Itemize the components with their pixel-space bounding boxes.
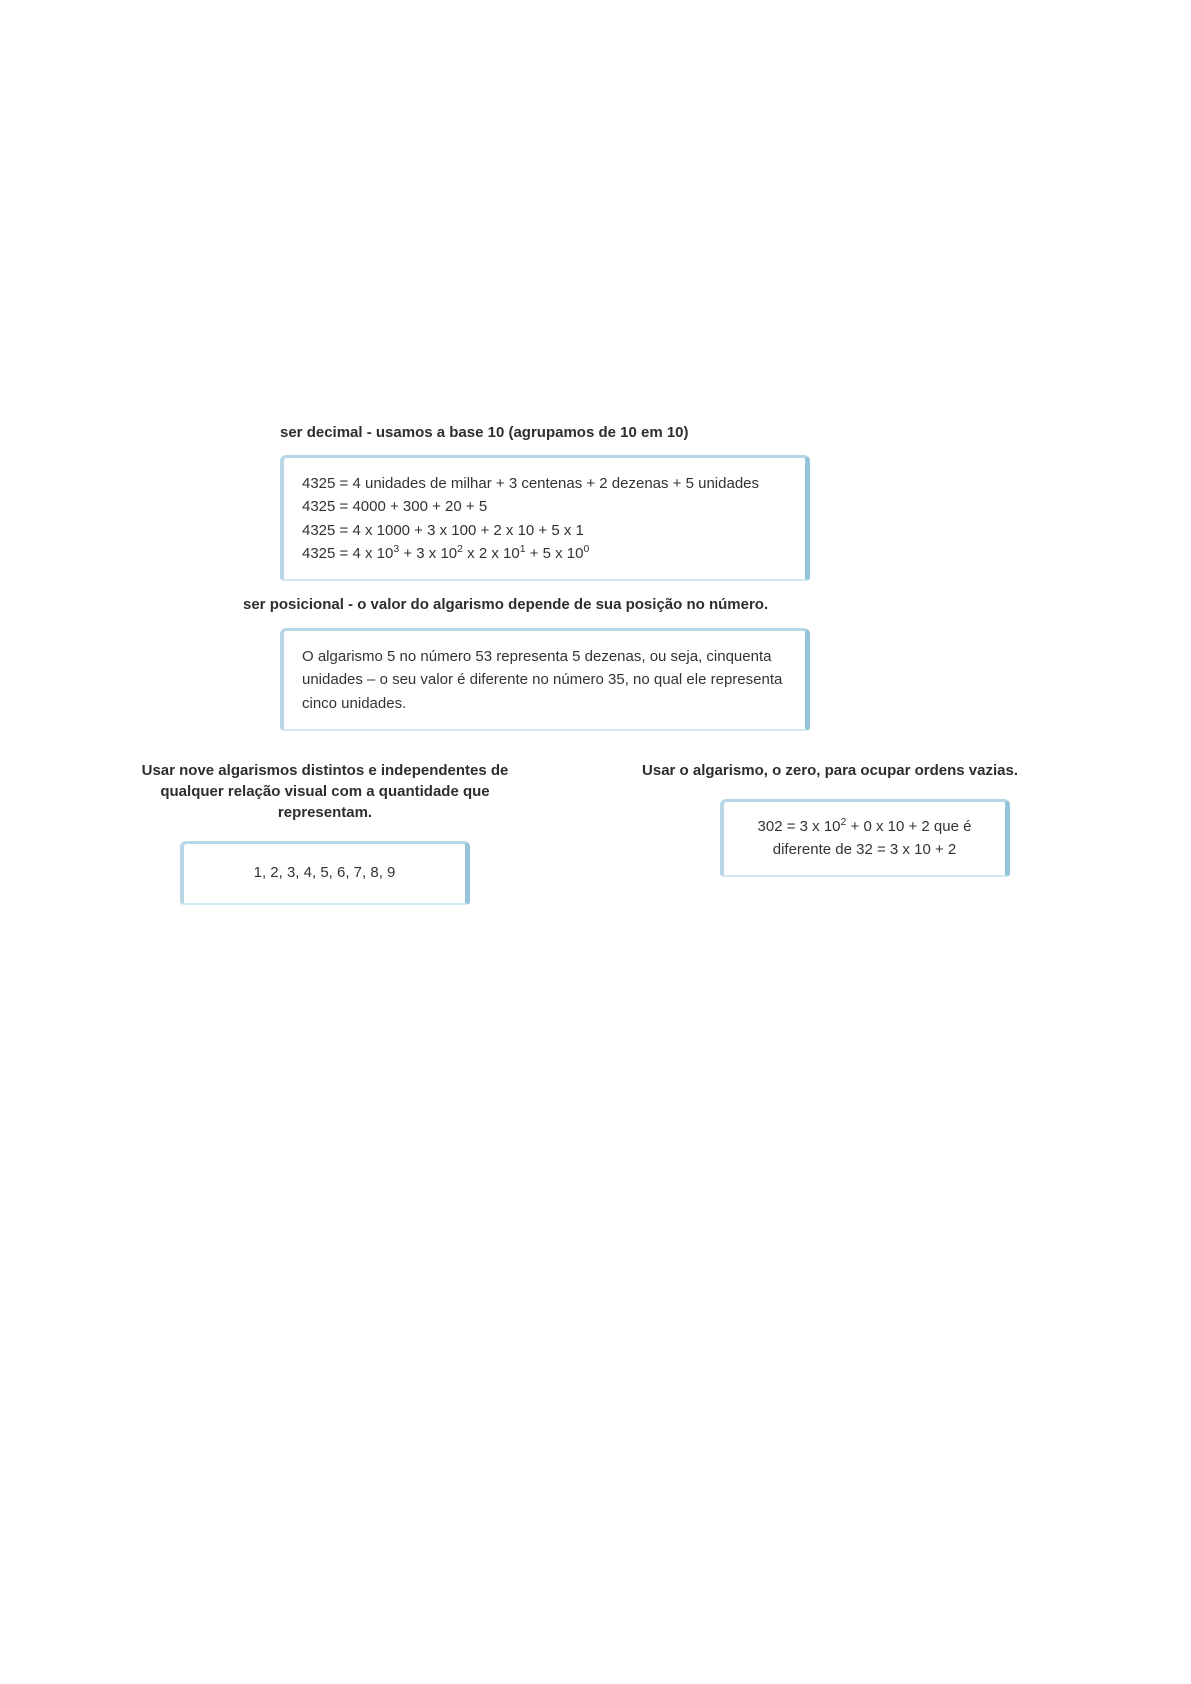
section1-box: 4325 = 4 unidades de milhar + 3 centenas… xyxy=(280,455,810,581)
left-column-heading: Usar nove algarismos distintos e indepen… xyxy=(130,760,520,823)
right-column-heading: Usar o algarismo, o zero, para ocupar or… xyxy=(630,760,1030,781)
section1-line1: 4325 = 4 unidades de milhar + 3 centenas… xyxy=(302,472,787,495)
section1-heading: ser decimal - usamos a base 10 (agrupamo… xyxy=(280,424,689,441)
section1-line2: 4325 = 4000 + 300 + 20 + 5 xyxy=(302,495,787,518)
section1-line3: 4325 = 4 x 1000 + 3 x 100 + 2 x 10 + 5 x… xyxy=(302,519,787,542)
section2-box: O algarismo 5 no número 53 representa 5 … xyxy=(280,628,810,731)
left-column-box: 1, 2, 3, 4, 5, 6, 7, 8, 9 xyxy=(180,841,470,905)
section1-line4: 4325 = 4 x 103 + 3 x 102 x 2 x 101 + 5 x… xyxy=(302,542,787,565)
right-column: Usar o algarismo, o zero, para ocupar or… xyxy=(630,760,1030,905)
right-column-box: 302 = 3 x 102 + 0 x 10 + 2 que é diferen… xyxy=(720,799,1010,877)
section2-heading: ser posicional - o valor do algarismo de… xyxy=(243,596,768,613)
two-column-row: Usar nove algarismos distintos e indepen… xyxy=(130,760,1030,905)
section2-text: O algarismo 5 no número 53 representa 5 … xyxy=(302,648,782,712)
left-column: Usar nove algarismos distintos e indepen… xyxy=(130,760,520,905)
page: ser decimal - usamos a base 10 (agrupamo… xyxy=(0,0,1191,1684)
